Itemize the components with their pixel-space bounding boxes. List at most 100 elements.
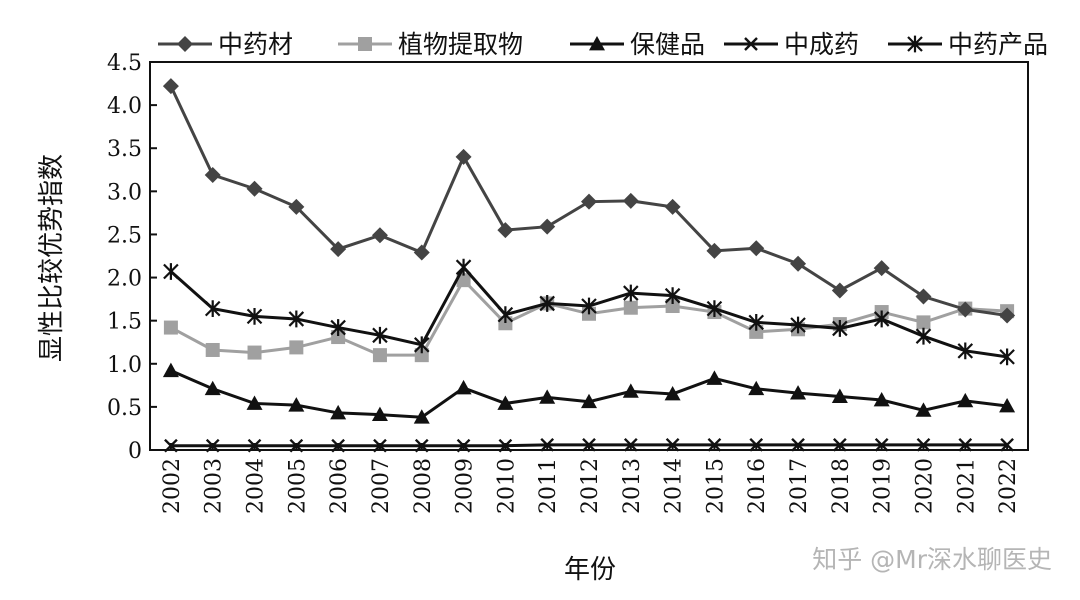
series-1: [162, 78, 1016, 324]
data-point: [539, 218, 556, 235]
data-point: [915, 327, 932, 345]
y-axis-title: 显性比较优势指数: [37, 154, 67, 362]
x-axis-title: 年份: [564, 555, 616, 585]
x-tick-label: 2018: [829, 458, 854, 514]
data-point: [916, 315, 931, 330]
series-3: [162, 362, 1016, 424]
data-point: [456, 438, 471, 453]
data-point: [999, 307, 1016, 324]
data-point: [455, 258, 472, 276]
x-tick-label: 2019: [871, 458, 896, 514]
x-tick-label: 2008: [411, 458, 436, 514]
x-tick-label: 2005: [285, 458, 310, 514]
data-point: [331, 330, 346, 345]
data-point: [204, 380, 221, 396]
data-point: [289, 438, 304, 453]
data-point: [372, 326, 388, 344]
legend-label: 植物提取物: [398, 30, 523, 59]
legend-label: 中药产品: [948, 30, 1048, 59]
data-point: [163, 263, 179, 280]
x-tick-label: 2020: [912, 458, 937, 514]
data-point: [958, 437, 973, 452]
data-point: [582, 437, 596, 452]
x-tick-label: 2007: [369, 458, 394, 514]
data-point: [205, 342, 220, 357]
x-tick-label: 2012: [578, 458, 603, 514]
x-tick-label: 2021: [954, 458, 979, 514]
x-tick-label: 2003: [202, 458, 227, 514]
data-point: [497, 306, 514, 324]
data-point: [623, 284, 639, 302]
data-point: [706, 370, 723, 385]
data-point: [331, 438, 345, 453]
x-tick-label: 2011: [536, 458, 561, 514]
data-point: [957, 392, 974, 408]
y-tick-label: 1.5: [107, 310, 142, 335]
data-point: [706, 242, 723, 259]
legend: 中药材 植物提取物 保健品 中成药 中药产品: [158, 30, 1048, 59]
data-point: [707, 437, 722, 452]
data-point: [749, 437, 764, 452]
data-point: [330, 404, 347, 420]
data-point: [957, 342, 974, 360]
data-point: [372, 348, 387, 363]
data-point: [664, 198, 681, 215]
data-point: [832, 320, 848, 337]
x-tick-label: 2017: [787, 458, 812, 514]
x-tick-label: 2004: [244, 458, 269, 514]
data-point: [246, 395, 263, 410]
data-point: [1000, 437, 1014, 452]
data-point: [790, 385, 807, 400]
data-point: [414, 348, 429, 363]
data-point: [330, 241, 347, 258]
legend-item-2: 植物提取物: [338, 30, 523, 59]
axes: 0 0.5 1.0 1.5 2.0 2.5 3.0 3.5 4.0 4.5 2002 2003 2004…: [107, 51, 1029, 514]
data-point: [916, 437, 931, 452]
data-point: [288, 397, 305, 412]
data-point: [204, 300, 221, 317]
y-tick-label: 0: [128, 439, 142, 464]
data-point: [247, 345, 262, 360]
data-point: [204, 166, 221, 183]
data-point: [162, 78, 179, 95]
data-point: [413, 336, 430, 354]
legend-item-3: 保健品: [570, 30, 705, 59]
watermark: 知乎 @Mr深水聊医史: [812, 545, 1052, 574]
data-point: [748, 313, 765, 331]
legend-item-5: 中药产品: [888, 30, 1048, 59]
data-point: [915, 288, 932, 305]
data-point: [664, 287, 681, 305]
data-point: [289, 340, 304, 355]
data-point: [622, 192, 639, 209]
data-point: [373, 438, 387, 453]
data-point: [455, 148, 472, 165]
data-point: [413, 409, 430, 424]
data-point: [623, 437, 638, 452]
data-point: [665, 299, 680, 314]
data-point: [790, 255, 807, 272]
legend-item-4: 中成药: [724, 30, 859, 59]
data-point: [874, 437, 889, 452]
data-point: [371, 227, 388, 244]
y-tick-label: 4.5: [107, 51, 142, 76]
data-point: [581, 193, 597, 210]
y-tick-label: 1.0: [107, 353, 142, 378]
data-point: [791, 437, 805, 452]
data-point: [371, 406, 388, 422]
data-point: [873, 260, 890, 277]
data-point: [664, 385, 681, 401]
x-tick-label: 2009: [453, 458, 478, 514]
x-tick-label: 2006: [327, 458, 352, 514]
data-point: [999, 348, 1015, 366]
y-tick-label: 0.5: [107, 396, 142, 421]
legend-label: 保健品: [630, 30, 705, 59]
x-tick-label: 2013: [620, 458, 645, 514]
x-tick-label: 2016: [745, 458, 770, 514]
data-point: [999, 398, 1016, 413]
data-point: [330, 319, 346, 336]
data-point: [915, 402, 932, 417]
legend-label: 中药材: [218, 30, 293, 59]
data-point: [873, 310, 890, 328]
data-point: [539, 295, 555, 312]
data-point: [623, 300, 638, 315]
